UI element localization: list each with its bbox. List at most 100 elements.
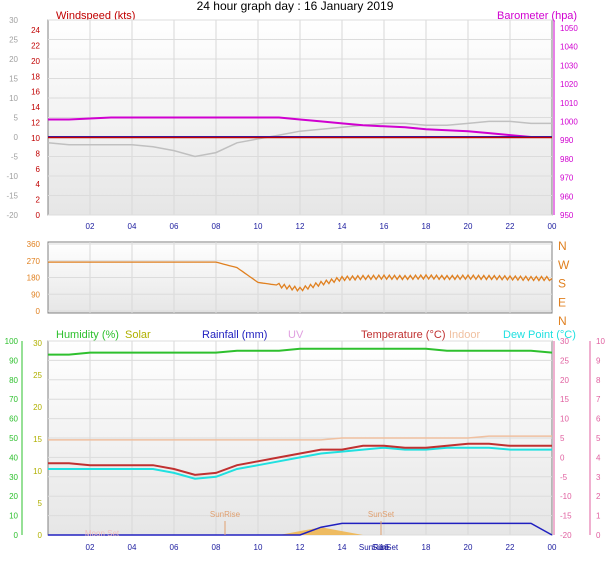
x-tick-label: 20 [464,222,473,231]
x-tick-label: 06 [170,543,179,552]
solar-tick-label: 20 [33,403,42,412]
windspeed-axis-title: Windspeed (kts) [56,10,135,22]
x-tick-label: 02 [86,543,95,552]
x-tick-label: 04 [128,543,137,552]
barometer-tick-label: 950 [560,211,574,220]
legend-uv: UV [288,329,304,341]
barometer-tick-label: 1040 [560,43,578,52]
barometer-tick-label: 980 [560,155,574,164]
barometer-tick-label: 1050 [560,24,578,33]
compass-tick-label: N [558,314,567,328]
x-tick-label: 14 [338,543,347,552]
uv-tick-label: 7 [596,395,601,404]
x-tick-label: 22 [506,543,515,552]
legend-temperature: Temperature (°C) [361,329,445,341]
temperature-tick-label: -10 [560,492,572,501]
solar-tick-label: 5 [38,499,43,508]
humidity-tick-label: 100 [5,337,19,346]
direction-tick-label: 270 [27,257,41,266]
temperature-tick-label: 5 [560,434,565,443]
windspeed-tick-label: 10 [31,134,40,143]
y-tick-label: 25 [9,36,18,45]
windspeed-tick-label: 20 [31,57,40,66]
indoor-temperature-line [48,435,552,441]
dew-point-line [48,446,552,480]
temperature-tick-label: 25 [560,356,569,365]
windspeed-tick-label: 2 [36,196,41,205]
barometer-tick-label: 1010 [560,99,578,108]
windspeed-tick-label: 16 [31,88,40,97]
x-tick-label: 00 [548,222,557,231]
x-tick-label: 10 [254,543,263,552]
uv-tick-label: 6 [596,415,601,424]
x-tick-label: 20 [464,543,473,552]
humidity-tick-label: 30 [9,473,18,482]
humidity-tick-label: 60 [9,415,18,424]
uv-tick-label: 5 [596,434,601,443]
solar-tick-label: 0 [38,531,43,540]
windspeed-tick-label: 8 [36,149,41,158]
barometer-line [48,116,552,138]
windspeed-tick-label: 4 [36,180,41,189]
uv-tick-label: 10 [596,337,605,346]
direction-tick-label: 360 [27,240,41,249]
humidity-tick-label: 70 [9,395,18,404]
uv-tick-label: 0 [596,531,601,540]
direction-tick-label: 180 [27,274,41,283]
barometer-axis-title: Barometer (hpa) [497,10,577,22]
y-tick-label: 10 [9,94,18,103]
moonset-annotation: Moon Set [85,529,120,538]
solar-tick-label: 10 [33,467,42,476]
barometer-tick-label: 960 [560,192,574,201]
windspeed-tick-label: 6 [36,165,41,174]
y-tick-label: 30 [9,16,18,25]
uv-tick-label: 8 [596,376,601,385]
y-tick-label: 5 [14,114,19,123]
humidity-tick-label: 20 [9,492,18,501]
x-tick-label: 08 [212,543,221,552]
x-tick-label: 12 [296,543,305,552]
sunrise-annotation: SunRise [210,510,241,519]
humidity-tick-label: 0 [14,531,19,540]
temperature-tick-label: -20 [560,531,572,540]
x-tick-label: 16 [380,222,389,231]
legend-rainfall: Rainfall (mm) [202,329,267,341]
compass-tick-label: N [558,239,567,253]
temperature-tick-label: 30 [560,337,569,346]
humidity-tick-label: 50 [9,434,18,443]
humidity-tick-label: 10 [9,512,18,521]
y-tick-label: 15 [9,75,18,84]
solar-area [48,527,552,535]
humidity-line [48,347,553,356]
temperature-tick-label: 15 [560,395,569,404]
solar-tick-label: 25 [33,371,42,380]
uv-tick-label: 3 [596,473,601,482]
windspeed-tick-label: 18 [31,72,40,81]
y-tick-label: -5 [11,153,19,162]
x-tick-label: 22 [506,222,515,231]
windspeed-tick-label: 12 [31,119,40,128]
compass-tick-label: E [558,295,566,309]
compass-tick-label: W [558,258,570,272]
temperature-tick-label: 10 [560,415,569,424]
legend-indoor: Indoor [449,329,481,341]
barometer-tick-label: 990 [560,136,574,145]
x-tick-label: 04 [128,222,137,231]
windspeed-tick-label: 0 [36,211,41,220]
sunrise-bottom-annotation: SunRise [359,543,390,552]
temperature-tick-label: 20 [560,376,569,385]
sunset-bottom-annotation: SunSet [372,543,399,552]
x-tick-label: 00 [548,543,557,552]
windspeed-tick-label: 22 [31,41,40,50]
x-tick-label: 02 [86,222,95,231]
x-tick-label: 18 [422,222,431,231]
solar-tick-label: 30 [33,339,42,348]
barometer-tick-label: 1030 [560,61,578,70]
x-tick-label: 16 [380,543,389,552]
barometer-tick-label: 970 [560,174,574,183]
y-tick-label: -10 [6,172,18,181]
sunset-annotation: SunSet [368,510,395,519]
legend-solar: Solar [125,329,151,341]
x-tick-label: 08 [212,222,221,231]
humidity-tick-label: 90 [9,356,18,365]
